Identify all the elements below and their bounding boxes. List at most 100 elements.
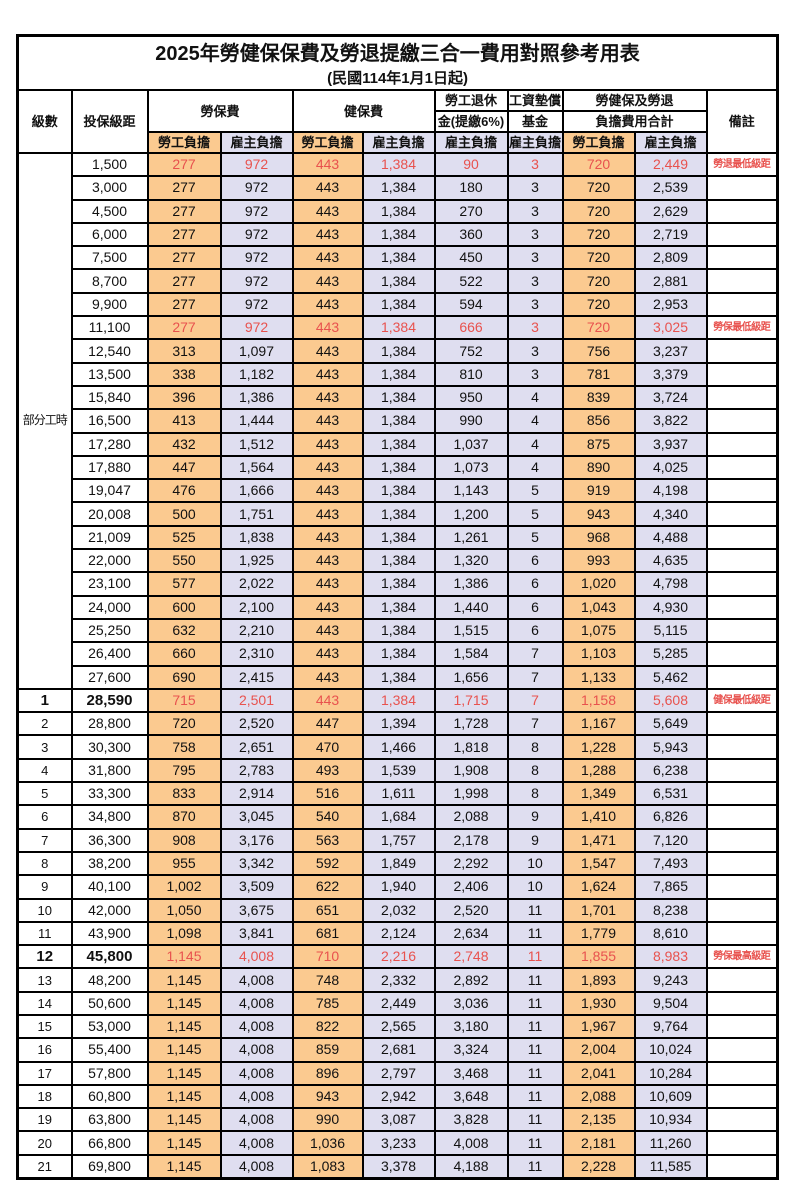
value-cell: 10: [506, 850, 564, 877]
value-cell: 7: [506, 641, 564, 667]
grade-cell: 3: [16, 734, 73, 760]
value-cell: 4,188: [433, 1153, 509, 1180]
table-row: 26,400 660 2,310 443 1,384 1,584 7 1,103 5,285: [18, 641, 779, 667]
value-cell: 1,384: [361, 524, 436, 551]
table-row: 6,000 277 972 443 1,384 360 3 720 2,719: [18, 221, 779, 248]
value-cell: 3,176: [219, 827, 294, 853]
value-cell: 1,145: [146, 1037, 222, 1063]
value-cell: 5,943: [633, 734, 708, 760]
value-cell: 443: [291, 641, 364, 667]
value-cell: 1,288: [561, 757, 636, 784]
value-cell: 660: [146, 641, 222, 667]
subheader-labor-employer: 雇主負擔: [219, 131, 294, 154]
value-cell: 10,024: [633, 1037, 708, 1063]
header-row-3: 勞工負擔 雇主負擔 勞工負擔 雇主負擔 雇主負擔 雇主負擔 勞工負擔 雇主負擔: [18, 131, 778, 154]
value-cell: 1,167: [561, 711, 636, 737]
subheader-pension-employer: 雇主負擔: [433, 131, 509, 154]
value-cell: 1,384: [361, 291, 436, 318]
remark-cell: 勞退最低級距: [705, 151, 779, 178]
value-cell: 720: [561, 221, 636, 248]
value-cell: 1,384: [361, 338, 436, 364]
value-cell: 3,342: [219, 850, 294, 877]
salary-cell: 16,500: [70, 408, 149, 434]
value-cell: 1,145: [146, 1153, 222, 1180]
value-cell: 443: [291, 617, 364, 644]
value-cell: 839: [561, 384, 636, 411]
value-cell: 4: [506, 431, 564, 457]
value-cell: 2,124: [361, 920, 436, 947]
salary-cell: 34,800: [70, 804, 149, 830]
title-row: 2025年勞健保保費及勞退提繳三合一費用對照參考用表 (民國114年1月1日起): [16, 34, 779, 91]
salary-cell: 42,000: [70, 897, 149, 923]
remark-cell: [705, 361, 779, 387]
value-cell: 651: [291, 897, 364, 923]
value-cell: 1,666: [219, 478, 294, 504]
value-cell: 1,547: [561, 850, 636, 877]
remark-cell: [705, 804, 779, 830]
value-cell: 1,145: [146, 1013, 222, 1040]
value-cell: 3: [506, 315, 564, 341]
salary-cell: 7,500: [70, 245, 149, 271]
salary-cell: 38,200: [70, 850, 149, 877]
value-cell: 3,509: [219, 874, 294, 900]
value-cell: 1,967: [561, 1013, 636, 1040]
grade-cell: 11: [16, 920, 73, 947]
value-cell: 443: [291, 175, 364, 201]
table-row: 18 60,800 1,145 4,008 943 2,942 3,648 11 2,088 10…: [16, 1083, 779, 1110]
subheader-wage-fund-employer: 雇主負擔: [506, 131, 564, 154]
value-cell: 11,585: [633, 1153, 708, 1180]
value-cell: 4: [506, 408, 564, 434]
value-cell: 990: [433, 408, 509, 434]
value-cell: 3: [506, 245, 564, 271]
value-cell: 2,651: [219, 734, 294, 760]
value-cell: 8: [506, 734, 564, 760]
value-cell: 1,145: [146, 1130, 222, 1156]
salary-cell: 66,800: [70, 1130, 149, 1156]
salary-cell: 12,540: [70, 338, 149, 364]
subheader-labor-employee: 勞工負擔: [146, 131, 222, 154]
remark-cell: [705, 594, 779, 620]
grade-cell: 6: [16, 804, 73, 830]
value-cell: 1,386: [433, 571, 509, 597]
value-cell: 277: [146, 198, 222, 224]
value-cell: 3: [506, 361, 564, 387]
table-row: 16,500 413 1,444 443 1,384 990 4 856 3,822: [18, 408, 779, 434]
value-cell: 277: [146, 268, 222, 294]
salary-cell: 28,590: [70, 687, 149, 714]
value-cell: 2,797: [361, 1060, 436, 1086]
value-cell: 277: [146, 175, 222, 201]
remark-cell: [705, 664, 779, 690]
value-cell: 1,200: [433, 501, 509, 527]
salary-cell: 17,280: [70, 431, 149, 457]
value-cell: 1,855: [561, 944, 636, 970]
value-cell: 4,008: [219, 1083, 294, 1110]
value-cell: 2,406: [433, 874, 509, 900]
value-cell: 1,751: [219, 501, 294, 527]
value-cell: 540: [291, 804, 364, 830]
value-cell: 890: [561, 454, 636, 481]
value-cell: 1,849: [361, 850, 436, 877]
value-cell: 1,728: [433, 711, 509, 737]
table-row: 3 30,300 758 2,651 470 1,466 1,818 8 1,228 5,943: [16, 734, 779, 760]
value-cell: 1,349: [561, 781, 636, 807]
remark-cell: [705, 711, 779, 737]
value-cell: 443: [291, 478, 364, 504]
value-cell: 8,238: [633, 897, 708, 923]
value-cell: 277: [146, 151, 222, 178]
value-cell: 715: [146, 687, 222, 714]
value-cell: 2,942: [361, 1083, 436, 1110]
value-cell: 443: [291, 221, 364, 248]
value-cell: 277: [146, 315, 222, 341]
subheader-health-employee: 勞工負擔: [291, 131, 364, 154]
value-cell: 1,440: [433, 594, 509, 620]
value-cell: 720: [561, 175, 636, 201]
grade-cell: 15: [16, 1013, 73, 1040]
value-cell: 1,103: [561, 641, 636, 667]
value-cell: 1,779: [561, 920, 636, 947]
value-cell: 1,384: [361, 245, 436, 271]
value-cell: 4,340: [633, 501, 708, 527]
value-cell: 443: [291, 151, 364, 178]
value-cell: 8,983: [633, 944, 708, 970]
table-row: 13,500 338 1,182 443 1,384 810 3 781 3,379: [18, 361, 779, 387]
salary-cell: 25,250: [70, 617, 149, 644]
